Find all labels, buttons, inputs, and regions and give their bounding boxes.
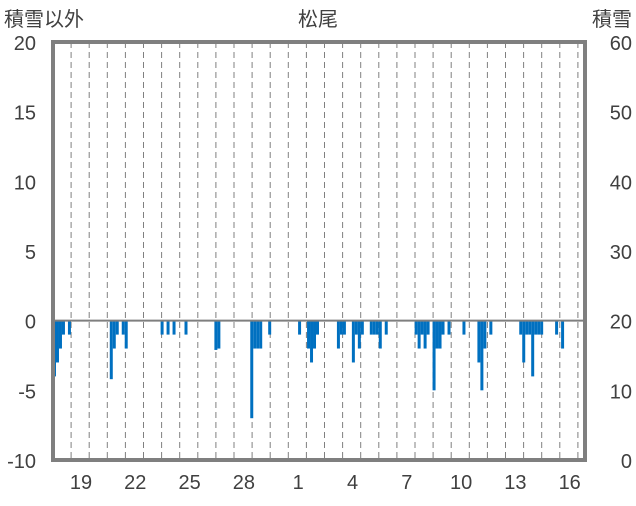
bar [166,320,170,335]
right-tick-labels: 60 50 40 30 20 10 0 [610,33,632,473]
right-tick-label: 0 [621,451,632,473]
x-tick-label: 4 [347,472,358,494]
bar [447,320,451,335]
bar [351,320,355,363]
bar [310,320,314,363]
bar [525,320,529,335]
right-tick-label: 60 [610,33,632,55]
right-axis-label: 積雪 [592,8,632,31]
bar [438,320,442,349]
bar [313,320,317,349]
bar [477,320,481,363]
bar [67,320,71,335]
gridlines [70,42,579,460]
bar [357,320,361,349]
left-tick-label: 10 [14,172,36,194]
bar [522,320,526,363]
right-tick-label: 50 [610,103,632,125]
left-tick-label: 0 [25,312,36,334]
bar [339,320,343,335]
left-axis-label: 積雪以外 [4,8,84,31]
bar [555,320,559,335]
bar [214,320,218,350]
left-tick-label: -5 [18,381,36,403]
plot-frame [51,40,587,462]
left-tick-label: -10 [7,451,36,473]
plot-border [51,40,587,462]
right-tick-label: 20 [610,312,632,334]
bar [316,320,319,335]
bar [121,320,125,335]
bar [172,320,176,335]
bar [115,320,119,335]
bar [480,320,484,391]
x-tick-label: 7 [401,472,412,494]
bar [61,320,65,335]
right-tick-label: 30 [610,242,632,264]
chart-title: 松尾 [298,8,338,31]
x-tick-labels: 19 22 25 28 1 4 7 10 13 16 [70,472,581,494]
left-tick-label: 20 [14,33,36,55]
bar [426,320,430,335]
bar [531,320,535,377]
bar [537,320,541,335]
x-tick-label: 1 [293,472,304,494]
right-tick-label: 10 [610,381,632,403]
bar [489,320,493,335]
bar [420,320,424,335]
left-tick-label: 15 [14,103,36,125]
x-tick-label: 10 [450,472,472,494]
bar [369,320,373,335]
bar [250,320,254,419]
bar [109,320,113,380]
bar [298,320,302,335]
bar [414,320,418,335]
bar [184,320,188,335]
bar [528,320,532,335]
bar [112,320,116,349]
bar [483,320,487,349]
bar [256,320,260,349]
bar [384,320,388,335]
bar-series [53,320,565,419]
bar [360,320,364,335]
bar [354,320,358,335]
bar [55,320,59,363]
left-tick-labels: 20 15 10 5 0 -5 -10 [7,33,36,473]
left-tick-label: 5 [25,242,36,264]
bar [534,320,538,335]
bar [417,320,421,349]
bar [160,320,164,335]
bar [432,320,436,391]
bar [375,320,379,335]
bar [561,320,565,349]
x-tick-label: 28 [233,472,255,494]
bar [259,320,263,349]
x-tick-label: 13 [504,472,526,494]
bar [519,320,523,335]
x-tick-label: 16 [559,472,581,494]
bar [268,320,272,335]
x-tick-label: 22 [124,472,146,494]
bar [342,320,346,335]
bar [217,320,221,349]
x-tick-label: 19 [70,472,92,494]
bar [462,320,466,335]
bar [307,320,311,349]
bar [372,320,376,335]
bar [441,320,445,335]
right-tick-label: 40 [610,172,632,194]
bar [253,320,257,349]
bar [336,320,340,349]
x-tick-label: 25 [178,472,200,494]
bar [378,320,382,349]
bar [423,320,427,349]
bar [58,320,62,349]
bar [124,320,128,349]
bar [435,320,439,349]
bar [540,320,544,335]
